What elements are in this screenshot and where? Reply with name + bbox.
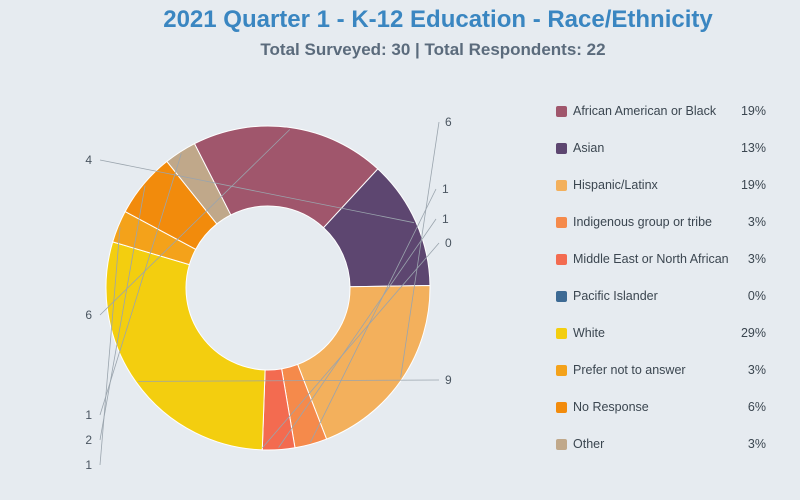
legend-item-african-american-or-black[interactable]: African American or Black 19% [556, 103, 766, 140]
legend-label: No Response [573, 400, 649, 414]
legend-swatch [556, 106, 567, 117]
legend-label: Middle East or North African [573, 252, 729, 266]
legend-item-pacific-islander[interactable]: Pacific Islander 0% [556, 288, 766, 325]
callout-line-no-response [99, 185, 146, 441]
chart-legend: African American or Black 19% Asian 13% Hisp… [556, 103, 766, 473]
callout-line-prefer-not-to-answer [99, 227, 121, 466]
legend-label: Other [573, 437, 605, 451]
legend-swatch [556, 402, 567, 413]
data-label-asian: 4 [85, 153, 92, 167]
callout-line-pacific-islander [262, 242, 440, 449]
legend-label: White [573, 326, 605, 340]
legend-item-indigenous-group-or-tribe[interactable]: Indigenous group or tribe 3% [556, 214, 766, 251]
legend-swatch [556, 291, 567, 302]
legend-percent: 3% [747, 252, 766, 266]
chart-subtitle: Total Surveyed: 30 | Total Respondents: … [260, 40, 606, 59]
data-label-pacific-islander: 0 [445, 236, 452, 250]
callout-line-african-american-or-black [99, 129, 291, 316]
slice-other[interactable] [166, 142, 232, 225]
callout-line-indigenous-group-or-tribe [310, 188, 437, 443]
legend-item-prefer-not-to-answer[interactable]: Prefer not to answer 3% [556, 362, 766, 399]
callout-line-white [138, 379, 440, 382]
legend-swatch [556, 254, 567, 265]
legend-swatch [556, 180, 567, 191]
callout-line-hispanic-latinx [400, 121, 440, 378]
legend-percent: 29% [740, 326, 766, 340]
data-label-indigenous-group-or-tribe: 1 [442, 182, 449, 196]
legend-percent: 13% [740, 141, 766, 155]
legend-swatch [556, 143, 567, 154]
legend-swatch [556, 328, 567, 339]
data-label-other: 1 [85, 408, 92, 422]
legend-percent: 19% [740, 104, 766, 118]
data-label-prefer-not-to-answer: 1 [85, 458, 92, 472]
legend-label: Asian [573, 141, 605, 155]
slice-african-american-or-black[interactable] [193, 125, 379, 229]
legend-item-other[interactable]: Other 3% [556, 436, 766, 473]
legend-item-white[interactable]: White 29% [556, 325, 766, 362]
data-label-no-response: 2 [85, 433, 92, 447]
legend-item-middle-east-or-north-african[interactable]: Middle East or North African 3% [556, 251, 766, 288]
legend-swatch [556, 439, 567, 450]
chart-title: 2021 Quarter 1 - K-12 Education - Race/E… [163, 6, 713, 33]
data-label-african-american-or-black: 6 [85, 308, 92, 322]
legend-swatch [556, 217, 567, 228]
legend-label: Pacific Islander [573, 289, 658, 303]
callout-line-middle-east-or-north-african [278, 218, 437, 448]
legend-item-asian[interactable]: Asian 13% [556, 140, 766, 177]
legend-swatch [556, 365, 567, 376]
legend-item-hispanic-latinx[interactable]: Hispanic/Latinx 19% [556, 177, 766, 214]
legend-percent: 19% [740, 178, 766, 192]
legend-percent: 0% [747, 289, 766, 303]
legend-percent: 3% [747, 437, 766, 451]
legend-label: Indigenous group or tribe [573, 215, 712, 229]
legend-percent: 6% [747, 400, 766, 414]
data-label-hispanic-latinx: 6 [445, 115, 452, 129]
callout-line-asian [99, 159, 415, 224]
data-label-white: 9 [445, 373, 452, 387]
legend-label: Hispanic/Latinx [573, 178, 658, 192]
data-label-middle-east-or-north-african: 1 [442, 212, 449, 226]
legend-label: African American or Black [573, 104, 717, 118]
legend-percent: 3% [747, 215, 766, 229]
callout-line-other [99, 153, 182, 416]
legend-percent: 3% [747, 363, 766, 377]
legend-item-no-response[interactable]: No Response 6% [556, 399, 766, 436]
legend-label: Prefer not to answer [573, 363, 686, 377]
slice-white[interactable] [105, 241, 266, 451]
